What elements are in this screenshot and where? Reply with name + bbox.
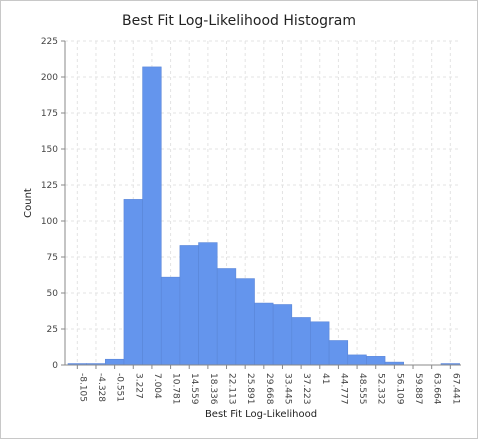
bar: [179, 245, 199, 366]
x-tick-label: 29.668: [264, 373, 274, 405]
x-tick-label: 14.559: [189, 373, 199, 405]
y-tick-label: 150: [41, 145, 58, 155]
x-tick-label: 41: [320, 373, 330, 384]
x-tick-label: 59.887: [413, 373, 423, 405]
x-axis-title: Best Fit Log-Likelihood: [205, 409, 317, 420]
x-tick-label: 48.555: [357, 373, 367, 405]
y-tick-label: 175: [41, 109, 58, 119]
x-tick-label: 37.223: [301, 373, 311, 405]
chart-title: Best Fit Log-Likelihood Histogram: [122, 13, 356, 29]
bar: [272, 304, 293, 366]
x-tick-label: 18.336: [208, 373, 218, 405]
y-tick-label: 125: [41, 181, 58, 191]
x-tick-label: 7.004: [152, 373, 162, 399]
bar: [235, 278, 255, 366]
x-ticks: -8.105 -4.328 -0.551 3.227 7.004 10.781 14.559…: [76, 365, 460, 405]
x-tick-label: 33.445: [282, 373, 292, 405]
x-tick-label: 3.227: [133, 373, 143, 399]
x-tick-label: 67.441: [450, 373, 460, 405]
bar: [366, 356, 386, 366]
y-axis-title: Count: [23, 188, 34, 218]
x-tick-label: -4.328: [96, 373, 106, 402]
bar: [160, 276, 181, 366]
y-tick-label: 100: [41, 217, 58, 227]
x-tick-label: -8.105: [77, 373, 87, 402]
x-tick-label: -0.551: [115, 373, 125, 402]
y-tick-label: 200: [41, 73, 58, 83]
x-tick-label: 10.781: [171, 373, 181, 405]
bar: [105, 358, 125, 366]
bar: [142, 66, 162, 366]
bars: [67, 66, 460, 366]
bar: [328, 340, 349, 366]
y-tick-label: 50: [47, 289, 59, 299]
bar: [123, 199, 143, 366]
bar: [198, 242, 218, 366]
bar: [254, 302, 274, 366]
y-tick-label: 0: [52, 361, 58, 371]
x-tick-label: 63.664: [432, 373, 442, 405]
x-tick-label: 22.113: [227, 373, 237, 405]
bar: [216, 268, 237, 366]
y-tick-label: 25: [47, 325, 58, 335]
y-tick-label: 225: [41, 37, 58, 47]
bar: [310, 321, 330, 366]
bar: [291, 317, 311, 366]
x-tick-label: 52.332: [376, 373, 386, 405]
bar: [347, 354, 367, 366]
y-tick-label: 75: [47, 253, 58, 263]
x-tick-label: 56.109: [394, 373, 404, 405]
x-tick-label: 25.891: [245, 373, 255, 405]
y-ticks: 0 25 50 75 100 125 150 175 200 225: [41, 37, 65, 371]
x-tick-label: 44.777: [338, 373, 348, 405]
